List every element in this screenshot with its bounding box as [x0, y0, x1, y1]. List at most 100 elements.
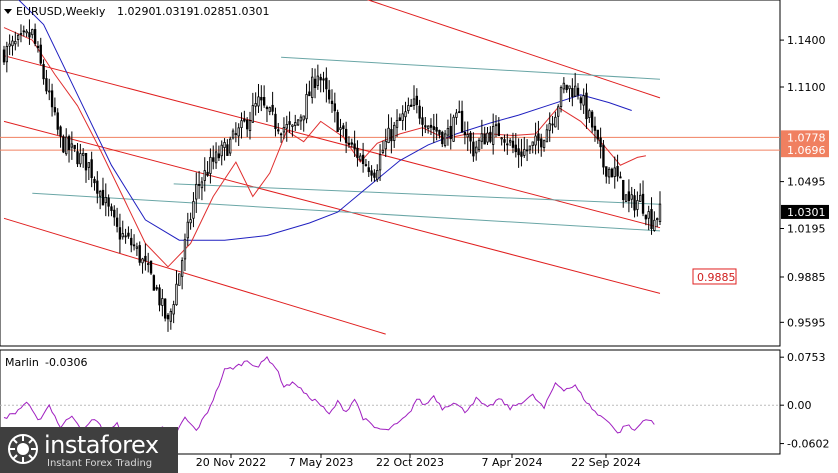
candle	[234, 122, 238, 143]
candle-body	[70, 143, 74, 148]
candle-body	[197, 184, 201, 186]
candle-body	[322, 78, 325, 81]
candle-body	[356, 147, 359, 159]
candle-body	[486, 132, 489, 143]
candle	[412, 85, 416, 110]
candle	[370, 165, 373, 182]
candle-body	[274, 113, 277, 130]
candle-body	[11, 40, 14, 47]
candle-body	[229, 138, 232, 154]
trend-line-2	[173, 183, 661, 205]
candle	[622, 179, 625, 208]
candle-body	[477, 139, 481, 150]
candle	[503, 134, 506, 152]
candle-body	[16, 34, 20, 40]
candle-body	[180, 260, 184, 277]
candle	[384, 128, 387, 157]
candle-body	[534, 135, 537, 146]
candle	[93, 176, 96, 191]
candle	[339, 118, 342, 142]
channel-line-3	[366, 0, 661, 99]
candle	[113, 205, 116, 226]
candle-body	[412, 98, 416, 106]
candle-body	[393, 124, 396, 141]
channel-line-1	[3, 120, 661, 294]
candle	[124, 228, 127, 244]
candle	[62, 134, 65, 154]
candle-body	[658, 203, 662, 223]
candle-body	[104, 196, 107, 204]
candle-body	[14, 40, 17, 45]
watermark-tagline: Instant Forex Trading	[47, 458, 153, 469]
candle	[172, 300, 175, 324]
candle-body	[147, 263, 150, 265]
candle-body	[503, 139, 506, 143]
target-box	[692, 268, 737, 285]
candle	[435, 113, 438, 141]
candle-body	[59, 126, 62, 137]
candle-body	[647, 211, 650, 219]
candle-body	[302, 115, 305, 121]
candle-body	[599, 137, 602, 148]
candle	[330, 89, 334, 113]
candle	[240, 112, 243, 139]
candle	[115, 207, 119, 233]
candle	[45, 69, 48, 95]
candle-body	[62, 136, 65, 153]
candle-body	[271, 104, 274, 112]
candle	[149, 260, 153, 276]
price-tick-label-7: 0.9885	[787, 271, 826, 284]
candle-body	[42, 64, 45, 80]
candle	[489, 126, 492, 144]
ma-short-line	[3, 27, 646, 268]
dropdown-triangle-icon[interactable]	[4, 9, 12, 14]
candle-body	[311, 76, 314, 98]
candle-body	[209, 156, 212, 174]
candle-body	[384, 140, 387, 150]
candle	[161, 289, 164, 317]
candle-body	[650, 209, 653, 229]
candle	[14, 31, 17, 51]
candle	[121, 220, 124, 240]
candle-body	[98, 191, 102, 197]
candle-body	[376, 170, 379, 180]
candle-body	[325, 77, 328, 90]
candle	[178, 273, 181, 286]
candle-body	[639, 194, 642, 202]
candle	[277, 122, 280, 135]
candle-body	[107, 197, 110, 207]
candle-body	[144, 255, 147, 262]
candle	[573, 72, 577, 97]
candle-body	[576, 87, 580, 96]
time-tick-label-1: 7 May 2023	[289, 456, 354, 469]
candle	[152, 274, 156, 291]
candle-body	[452, 116, 455, 142]
candle	[367, 161, 370, 177]
candle	[517, 138, 520, 168]
low-value: 1.0285	[193, 5, 232, 18]
candle	[73, 144, 76, 153]
candle	[381, 140, 385, 155]
candle	[480, 119, 484, 149]
candle-body	[251, 105, 255, 123]
candle-body	[206, 171, 209, 176]
candle-body	[559, 87, 563, 107]
candle-body	[127, 232, 130, 237]
candle	[90, 151, 93, 188]
candle	[81, 148, 85, 168]
candle-body	[562, 82, 566, 90]
candle	[483, 126, 486, 145]
candle	[192, 192, 195, 228]
candle	[147, 252, 150, 273]
candle	[322, 71, 325, 93]
candle	[655, 217, 659, 228]
candle-body	[641, 193, 645, 214]
candle	[585, 83, 588, 129]
candle-body	[367, 167, 370, 173]
candle	[48, 78, 51, 101]
candle	[87, 162, 91, 181]
candle	[53, 97, 57, 116]
candle	[373, 169, 376, 182]
candle	[33, 23, 37, 47]
candle	[8, 34, 11, 56]
